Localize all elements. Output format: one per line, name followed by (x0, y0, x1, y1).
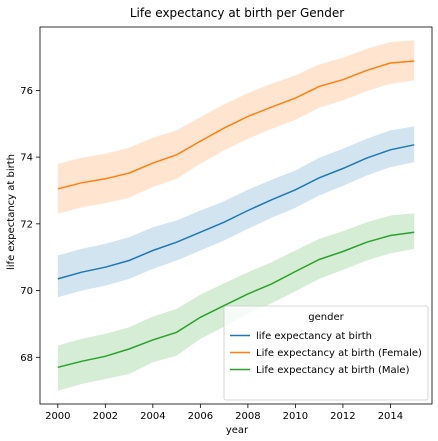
series-line-2 (57, 231, 415, 369)
x-tick-label: 2012 (330, 411, 355, 422)
series-line-1 (57, 60, 415, 190)
legend-label-1: Life expectancy at birth (Female) (256, 348, 422, 359)
confidence-band-1 (57, 40, 415, 214)
confidence-band-0 (57, 126, 415, 298)
x-tick-label: 2002 (93, 411, 118, 422)
y-axis: 68 70 72 74 76 (20, 86, 40, 364)
legend-title: gender (308, 312, 344, 323)
x-tick-label: 2008 (235, 411, 260, 422)
plot-frame (39, 26, 433, 405)
x-tick-label: 2004 (140, 411, 165, 422)
series-line-0 (57, 144, 415, 280)
y-tick-label: 74 (20, 153, 33, 164)
x-axis-label: year (226, 425, 249, 436)
legend: gender life expectancy at birth Life expe… (223, 305, 429, 401)
y-tick-label: 70 (20, 286, 33, 297)
x-tick-label: 2000 (45, 411, 70, 422)
legend-label-2: Life expectancy at birth (Male) (256, 365, 410, 376)
legend-items: life expectancy at birth Life expectancy … (230, 331, 422, 376)
y-tick-label: 68 (20, 353, 33, 364)
legend-box (223, 305, 429, 401)
y-tick-label: 76 (20, 86, 33, 97)
legend-label-0: life expectancy at birth (256, 331, 372, 342)
chart-title: Life expectancy at birth per Gender (130, 6, 344, 20)
series-lines (57, 60, 415, 369)
y-axis-label: life expectancy at birth (6, 154, 17, 270)
x-tick-label: 2006 (188, 411, 213, 422)
y-tick-label: 72 (20, 219, 33, 230)
x-tick-label: 2010 (283, 411, 308, 422)
x-axis: 2000 2002 2004 2006 2008 2010 2012 2014 (45, 404, 403, 422)
x-tick-label: 2014 (378, 411, 403, 422)
